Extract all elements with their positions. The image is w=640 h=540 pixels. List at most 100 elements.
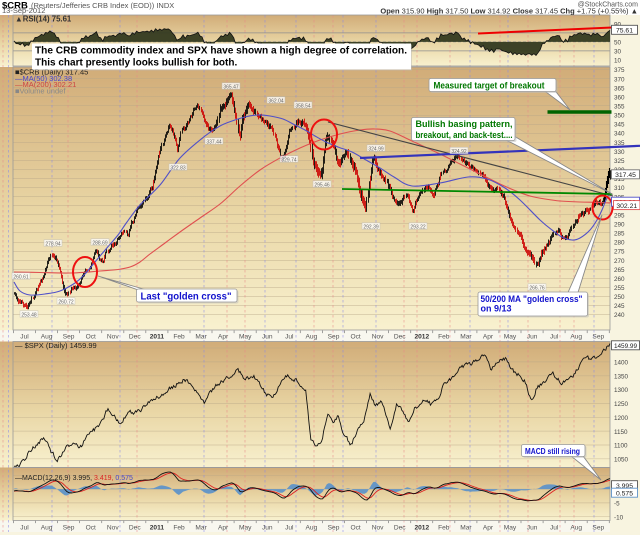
svg-text:Mar: Mar bbox=[195, 525, 207, 532]
svg-text:MACD still rising: MACD still rising bbox=[525, 447, 580, 456]
svg-text:Jul: Jul bbox=[550, 525, 559, 532]
svg-text:288.69: 288.69 bbox=[92, 240, 108, 246]
svg-text:Bullish basing pattern,: Bullish basing pattern, bbox=[416, 119, 513, 129]
svg-text:290: 290 bbox=[614, 222, 625, 229]
svg-text:1459.99: 1459.99 bbox=[614, 343, 638, 350]
svg-text:■Volume undef: ■Volume undef bbox=[15, 86, 66, 95]
svg-text:Oct: Oct bbox=[350, 334, 360, 341]
svg-text:on 9/13: on 9/13 bbox=[481, 304, 512, 314]
svg-text:2012: 2012 bbox=[414, 334, 429, 341]
svg-text:Open 315.90 High 317.50 Low 31: Open 315.90 High 317.50 Low 314.92 Close… bbox=[380, 7, 638, 16]
svg-text:Sep: Sep bbox=[63, 525, 75, 532]
svg-text:325: 325 bbox=[614, 158, 625, 165]
svg-text:1400: 1400 bbox=[614, 360, 629, 367]
svg-text:358.54: 358.54 bbox=[295, 103, 311, 109]
svg-text:324.99: 324.99 bbox=[368, 146, 384, 152]
svg-text:breakout, and back-test....: breakout, and back-test.... bbox=[416, 130, 513, 140]
svg-text:75.61: 75.61 bbox=[616, 28, 633, 35]
svg-text:Jun: Jun bbox=[262, 525, 273, 532]
svg-text:50/200 MA "golden cross": 50/200 MA "golden cross" bbox=[481, 294, 583, 304]
svg-text:—MACD(12,26,9) 3.995, 3.419, 0: —MACD(12,26,9) 3.995, 3.419, 0.575 bbox=[15, 475, 133, 482]
svg-text:-5: -5 bbox=[614, 501, 620, 508]
svg-text:Nov: Nov bbox=[372, 525, 384, 532]
svg-text:Jul: Jul bbox=[20, 334, 29, 341]
svg-text:Aug: Aug bbox=[306, 334, 318, 341]
svg-text:Sep: Sep bbox=[592, 334, 604, 341]
svg-text:245: 245 bbox=[614, 303, 625, 310]
svg-text:Dec: Dec bbox=[394, 525, 406, 532]
svg-text:Jun: Jun bbox=[262, 334, 273, 341]
svg-text:May: May bbox=[504, 334, 517, 341]
svg-text:1100: 1100 bbox=[614, 443, 628, 450]
svg-text:Jul: Jul bbox=[20, 525, 29, 532]
svg-text:May: May bbox=[239, 525, 252, 532]
svg-text:Dec: Dec bbox=[129, 525, 141, 532]
svg-text:Aug: Aug bbox=[306, 525, 318, 532]
svg-text:1200: 1200 bbox=[614, 415, 629, 422]
svg-text:Nov: Nov bbox=[107, 525, 119, 532]
svg-text:50: 50 bbox=[614, 40, 622, 47]
svg-text:280: 280 bbox=[614, 240, 625, 247]
svg-text:350: 350 bbox=[614, 113, 625, 120]
svg-text:337.44: 337.44 bbox=[206, 139, 222, 145]
svg-text:260.61: 260.61 bbox=[13, 274, 29, 280]
svg-text:May: May bbox=[239, 334, 252, 341]
svg-text:This chart presently looks bul: This chart presently looks bullish for b… bbox=[35, 58, 237, 69]
svg-text:266.76: 266.76 bbox=[529, 285, 545, 291]
svg-text:Dec: Dec bbox=[394, 334, 406, 341]
svg-text:322.83: 322.83 bbox=[170, 165, 186, 171]
svg-text:Nov: Nov bbox=[372, 334, 384, 341]
svg-text:292.39: 292.39 bbox=[363, 224, 379, 230]
svg-text:310: 310 bbox=[614, 185, 625, 192]
svg-text:Jul: Jul bbox=[285, 525, 294, 532]
svg-text:Dec: Dec bbox=[129, 334, 141, 341]
svg-text:Jun: Jun bbox=[527, 334, 538, 341]
svg-text:362.04: 362.04 bbox=[268, 98, 284, 104]
svg-text:255: 255 bbox=[614, 285, 625, 292]
svg-text:1350: 1350 bbox=[614, 373, 629, 380]
svg-text:Last "golden cross": Last "golden cross" bbox=[141, 290, 232, 302]
svg-text:360: 360 bbox=[614, 95, 625, 102]
svg-text:Feb: Feb bbox=[438, 525, 450, 532]
svg-text:Aug: Aug bbox=[570, 525, 582, 532]
svg-text:335: 335 bbox=[614, 140, 625, 147]
svg-text:Jul: Jul bbox=[285, 334, 294, 341]
svg-text:330: 330 bbox=[614, 149, 625, 156]
svg-text:2011: 2011 bbox=[150, 334, 165, 341]
svg-text:Apr: Apr bbox=[483, 334, 494, 341]
svg-text:240: 240 bbox=[614, 312, 625, 319]
svg-text:Sep: Sep bbox=[592, 525, 604, 532]
svg-text:270: 270 bbox=[614, 258, 625, 265]
svg-text:Jun: Jun bbox=[527, 525, 538, 532]
svg-text:Apr: Apr bbox=[483, 525, 494, 532]
svg-text:317.45: 317.45 bbox=[615, 172, 636, 179]
svg-text:250: 250 bbox=[614, 294, 625, 301]
svg-text:345: 345 bbox=[614, 122, 625, 129]
svg-text:Aug: Aug bbox=[570, 334, 582, 341]
svg-text:Feb: Feb bbox=[173, 525, 185, 532]
svg-text:0.575: 0.575 bbox=[616, 490, 633, 497]
svg-text:Feb: Feb bbox=[438, 334, 450, 341]
svg-text:2011: 2011 bbox=[150, 525, 165, 532]
svg-text:1150: 1150 bbox=[614, 429, 628, 436]
svg-text:295.46: 295.46 bbox=[314, 182, 330, 188]
svg-text:10: 10 bbox=[614, 58, 622, 65]
svg-text:Measured target of breakout: Measured target of breakout bbox=[434, 81, 546, 92]
svg-text:265: 265 bbox=[614, 267, 625, 274]
svg-text:295: 295 bbox=[614, 212, 625, 219]
svg-text:May: May bbox=[504, 525, 517, 532]
svg-text:Sep: Sep bbox=[63, 334, 75, 341]
svg-text:1050: 1050 bbox=[614, 456, 629, 463]
svg-text:355: 355 bbox=[614, 104, 625, 111]
svg-text:302.21: 302.21 bbox=[616, 203, 637, 210]
svg-text:324.92: 324.92 bbox=[451, 149, 467, 155]
svg-text:▲RSI(14) 75.61: ▲RSI(14) 75.61 bbox=[15, 15, 72, 24]
svg-text:340: 340 bbox=[614, 131, 625, 138]
svg-text:Oct: Oct bbox=[350, 525, 360, 532]
svg-text:Sep: Sep bbox=[328, 525, 340, 532]
svg-text:1300: 1300 bbox=[614, 387, 629, 394]
svg-text:278.94: 278.94 bbox=[45, 241, 61, 247]
svg-text:(Reuters/Jefferies CRB Index (: (Reuters/Jefferies CRB Index (EOD)) INDX bbox=[31, 1, 174, 10]
svg-text:Oct: Oct bbox=[86, 525, 96, 532]
svg-text:1250: 1250 bbox=[614, 401, 629, 408]
